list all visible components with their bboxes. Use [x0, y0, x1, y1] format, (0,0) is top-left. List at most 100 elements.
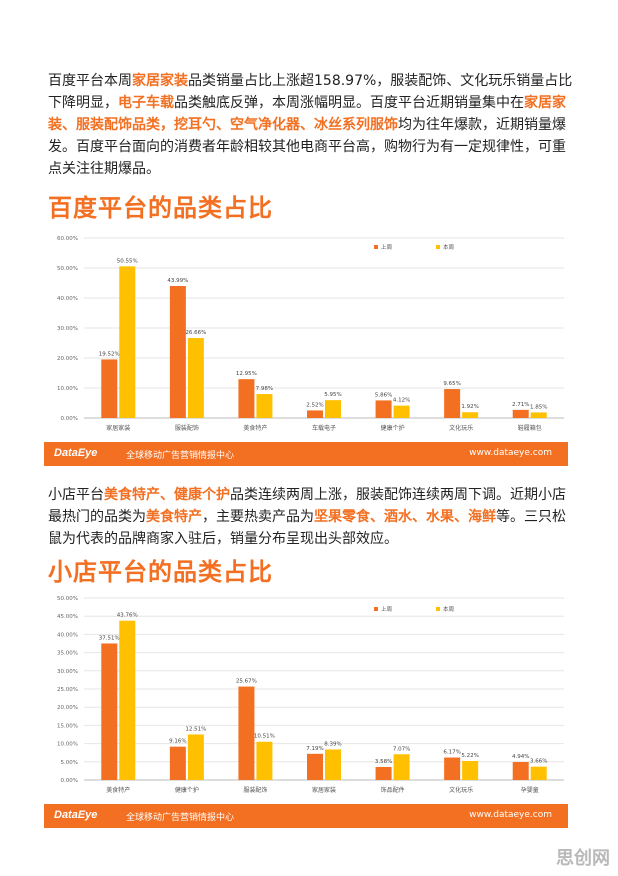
paragraph-text: 均为往年爆款，近期销量爆发。百度平台面向的消费者年龄相较其他电商平台高，购物行为… [48, 117, 566, 177]
data-label: 12.95% [236, 371, 257, 377]
y-tick-label: 25.00% [57, 687, 78, 693]
xiaodian-summary-paragraph: 小店平台美食特产、健康个护品类连续两周上涨，服装配饰连续两周下调。近期小店最热门… [48, 484, 576, 550]
bar-this-week [256, 741, 273, 780]
bar-this-week [325, 400, 341, 418]
bar-last-week [101, 359, 118, 418]
xiaodian-section-title: 小店平台的品类占比 [48, 558, 273, 586]
baidu-bar-chart-svg: 0.00% 10.00% 20.00% 30.00% 40.00% 50.00% 60.00… [57, 236, 564, 432]
data-label: 37.51% [99, 635, 120, 641]
y-tick-label: 10.00% [57, 386, 78, 392]
baidu-section-title: 百度平台的品类占比 [48, 194, 273, 222]
bar-last-week [375, 766, 392, 780]
bar-this-week [187, 338, 204, 418]
legend-label: 本周 [443, 243, 454, 251]
xiaodian-chart-banner: DataEye 全球移动广告营销情报中心 www.dataeye.com [44, 804, 568, 828]
banner-url: www.dataeye.com [469, 448, 552, 458]
y-tick-label: 15.00% [57, 723, 78, 729]
bar-last-week [512, 409, 529, 418]
x-tick-label: 健康个护 [381, 424, 405, 432]
data-label: 7.19% [306, 746, 323, 752]
bar-last-week [238, 379, 255, 418]
bar-this-week [462, 760, 479, 780]
data-label: 1.85% [530, 404, 547, 410]
y-tick-label: 10.00% [57, 742, 78, 748]
highlight-text: 美食特产 [146, 509, 202, 525]
legend-swatch [436, 245, 440, 249]
x-tick-label: 美食特产 [243, 424, 267, 432]
legend-label: 上周 [381, 605, 392, 613]
data-label: 5.95% [324, 392, 341, 398]
dataeye-logo: DataEye [54, 809, 98, 821]
legend-swatch [436, 607, 440, 611]
y-tick-label: 40.00% [57, 296, 78, 302]
y-tick-label: 50.00% [57, 266, 78, 272]
legend-label: 本周 [443, 605, 454, 613]
paragraph-text: 品类销量占比上涨超158.97%，服装配饰、文化玩乐销量占比下降明显， [48, 73, 573, 111]
x-tick-label: 美食特产 [106, 786, 130, 794]
x-tick-label: 家居家装 [312, 786, 336, 794]
bar-this-week [462, 412, 479, 418]
paragraph-text: 品类触底反弹，本周涨幅明显。百度平台近期销量集中在 [174, 95, 524, 111]
bar-last-week [444, 757, 461, 780]
paragraph-text: 百度平台本周 [48, 73, 132, 89]
bar-last-week [512, 762, 529, 780]
x-tick-label: 家居家装 [106, 424, 130, 432]
y-tick-label: 0.00% [61, 778, 78, 784]
y-tick-label: 50.00% [57, 596, 78, 602]
xiaodian-bar-chart-svg: 0.00% 5.00% 10.00% 15.00% 20.00% 25.00% 30.00%… [57, 596, 564, 794]
data-label: 2.71% [512, 402, 529, 408]
data-label: 50.55% [117, 258, 138, 264]
x-tick-label: 孕婴童 [521, 786, 539, 794]
data-label: 8.39% [324, 741, 341, 747]
bar-this-week [530, 412, 547, 418]
data-label: 6.17% [443, 750, 460, 756]
x-tick-label: 服装配饰 [243, 786, 267, 794]
bar-this-week [119, 266, 136, 418]
bar-last-week [307, 410, 323, 418]
highlight-text: 家居家装、服装配饰品类，挖耳勺、空气净化器、冰丝系列服饰 [48, 95, 566, 133]
site-watermark: 思创网 [556, 848, 610, 869]
bar-last-week [101, 643, 118, 780]
banner-slogan: 全球移动广告营销情报中心 [126, 451, 235, 461]
bar-last-week [169, 286, 186, 418]
baidu-chart-banner: DataEye 全球移动广告营销情报中心 www.dataeye.com [44, 442, 568, 466]
bar-this-week [256, 394, 273, 418]
data-label: 1.92% [461, 404, 478, 410]
y-tick-label: 35.00% [57, 651, 78, 657]
data-label: 5.86% [375, 392, 392, 398]
banner-slogan: 全球移动广告营销情报中心 [126, 813, 235, 823]
banner-url: www.dataeye.com [469, 810, 552, 820]
bar-this-week [393, 754, 410, 780]
data-label: 3.58% [375, 759, 392, 765]
data-label: 43.99% [167, 278, 188, 284]
y-tick-label: 30.00% [57, 669, 78, 675]
highlight-text: 电子车载 [118, 95, 174, 111]
bar-this-week [530, 766, 547, 780]
baidu-chart: 0.00% 10.00% 20.00% 30.00% 40.00% 50.00% 60.00… [44, 228, 568, 442]
y-tick-label: 20.00% [57, 705, 78, 711]
data-label: 9.16% [169, 739, 186, 745]
data-label: 2.52% [306, 402, 323, 408]
x-tick-label: 鞋履箱包 [518, 424, 542, 432]
data-label: 4.94% [512, 754, 529, 760]
bar-this-week [187, 734, 204, 780]
bar-this-week [119, 620, 136, 780]
data-label: 26.66% [185, 330, 206, 336]
xiaodian-chart: 0.00% 5.00% 10.00% 15.00% 20.00% 25.00% 30.00%… [44, 592, 568, 804]
y-tick-label: 45.00% [57, 614, 78, 620]
bar-last-week [238, 686, 255, 780]
x-tick-label: 车载电子 [312, 424, 336, 432]
data-label: 7.07% [393, 746, 410, 752]
y-tick-label: 60.00% [57, 236, 78, 242]
y-tick-label: 20.00% [57, 356, 78, 362]
x-tick-label: 饰品配件 [381, 786, 405, 794]
data-label: 3.66% [530, 759, 547, 765]
paragraph-text: 小店平台 [48, 487, 104, 503]
bar-last-week [375, 400, 392, 418]
y-tick-label: 0.00% [61, 416, 78, 422]
highlight-text: 坚果零食、酒水、水果、海鲜 [314, 509, 496, 525]
data-label: 4.12% [393, 398, 410, 404]
bar-last-week [307, 753, 323, 780]
x-tick-label: 健康个护 [175, 786, 199, 794]
data-label: 25.67% [236, 679, 257, 685]
